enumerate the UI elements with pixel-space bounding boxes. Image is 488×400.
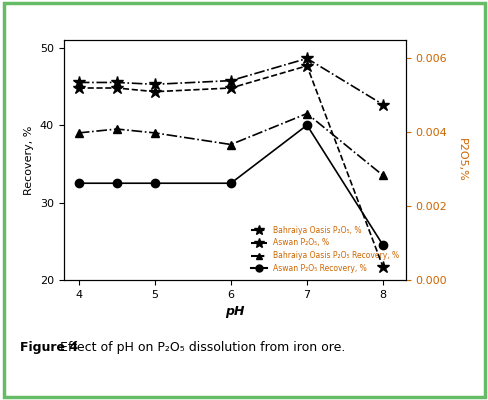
X-axis label: pH: pH [224,305,244,318]
Legend: Bahraiya Oasis P₂O₅, %, Aswan P₂O₅, %, Bahraiya Oasis P₂O₅ Recovery, %, Aswan P₂: Bahraiya Oasis P₂O₅, %, Aswan P₂O₅, %, B… [248,223,401,276]
Text: Figure 4: Figure 4 [20,342,78,354]
Text: Effect of pH on P₂O₅ dissolution from iron ore.: Effect of pH on P₂O₅ dissolution from ir… [56,342,345,354]
Y-axis label: Recovery, %: Recovery, % [24,125,34,195]
Y-axis label: P2O5,%: P2O5,% [456,138,466,182]
